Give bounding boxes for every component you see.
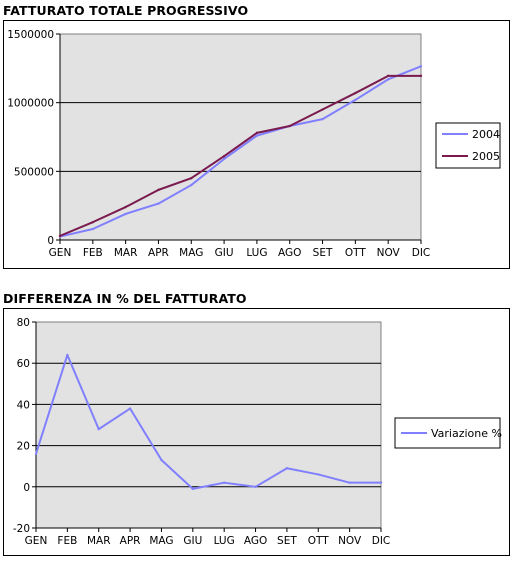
chart-1-legend-label: 2004 — [472, 128, 500, 141]
chart-1-x-tick-label: MAG — [179, 247, 203, 259]
chart-1-x-tick-label: GIU — [215, 247, 234, 259]
chart-2-x-tick-label: MAG — [149, 535, 173, 547]
chart-2-x-tick-label: FEB — [57, 535, 77, 547]
chart-1-plot-area — [59, 33, 422, 241]
chart-2-x-tick-label: SET — [277, 535, 297, 547]
chart-1-series-2-point — [288, 124, 291, 128]
chart-2-series-1-point — [317, 473, 320, 476]
chart-2-x-tick-label: AGO — [244, 535, 267, 547]
chart-2-series-1-point — [379, 481, 383, 484]
chart-2-y-tick-label: -20 — [13, 523, 30, 535]
chart-1-x-tick-label: MAR — [114, 247, 138, 259]
chart-1-series-2-point — [190, 177, 193, 180]
chart-1-series-2-point — [354, 91, 357, 95]
chart-1-legend — [435, 122, 501, 169]
chart-1-series-2-point — [91, 220, 95, 224]
chart-2-series-1-point — [34, 452, 38, 456]
chart-2-series-1-point — [191, 487, 195, 491]
chart-1-series-1-line — [59, 65, 422, 238]
chart-1-series-1-point — [222, 157, 226, 161]
chart-1-x-tick-label: LUG — [246, 247, 267, 259]
chart-2-x-tick-label: NOV — [338, 535, 362, 547]
chart-2-y-tick-label: 80 — [17, 317, 30, 329]
chart-1-y-tick-label: 500000 — [14, 166, 54, 178]
chart-1-x-tick-label: DIC — [412, 247, 431, 259]
chart-1-x-tick-label: NOV — [377, 247, 401, 259]
chart-2-x-tick-label: GEN — [25, 535, 48, 547]
chart-2-x-tick-label: DIC — [372, 535, 391, 547]
chart-2-series-1-line — [35, 353, 381, 490]
chart-2-y-tick-label: 20 — [17, 441, 30, 453]
chart-2-series-1-point — [128, 407, 132, 410]
chart-1-series-1-point — [91, 227, 95, 231]
chart-2-y-tick-label: 0 — [23, 482, 30, 494]
chart-1-series-1-point — [124, 212, 127, 216]
chart-1-y-tick-label: 1000000 — [7, 98, 54, 110]
chart-1-series-2-line — [59, 74, 421, 237]
chart-2-series-1-point — [97, 427, 100, 431]
chart-1-series-1-point — [321, 117, 324, 121]
chart-1-x-tick-label: OTT — [345, 247, 366, 259]
chart-1-series-1-point — [354, 98, 357, 102]
chart-1-series-2-point — [124, 205, 127, 209]
chart-1-x-tick-label: FEB — [83, 247, 103, 259]
chart-2-series-1-point — [160, 458, 163, 462]
chart-1-series-1-point — [157, 202, 160, 205]
chart-1-y-tick-label: 0 — [47, 235, 54, 247]
chart-2-x-tick-label: GIU — [183, 535, 202, 547]
chart-2-series-1-point — [66, 353, 69, 357]
chart-2-x-tick-label: APR — [120, 535, 141, 547]
chart-1-x-tick-label: GEN — [49, 247, 72, 259]
chart-2-y-tick-label: 40 — [17, 399, 30, 411]
chart-2-series-1-point — [348, 481, 351, 484]
chart-1-legend-label: 2005 — [472, 150, 500, 163]
chart-2-series-1-point — [254, 485, 257, 488]
chart-2-series-1-point — [222, 481, 226, 484]
chart-1-series-1-point — [190, 183, 193, 187]
chart-1-x-tick-label: SET — [313, 247, 333, 259]
chart-1-series-1-point — [255, 134, 259, 137]
chart-1-series-2-point — [58, 234, 62, 238]
chart-2-legend-label: Variazione % — [431, 427, 502, 440]
chart-1-series-1-point — [386, 78, 390, 81]
chart-1-series-2-point — [222, 155, 226, 158]
chart-1-series-1-point — [419, 65, 423, 68]
chart-2-y-tick-label: 60 — [17, 358, 30, 370]
chart-2-series-1-point — [285, 467, 289, 470]
chart-1-title: FATTURATO TOTALE PROGRESSIVO — [3, 3, 249, 18]
chart-1-series-2-point — [419, 74, 423, 78]
chart-2-x-tick-label: OTT — [308, 535, 329, 547]
chart-2-x-tick-label: MAR — [87, 535, 111, 547]
chart-1-series-2-point — [157, 188, 160, 192]
chart-1-series-2-point — [255, 131, 259, 135]
chart-1-series-2-point — [386, 74, 390, 78]
chart-1-x-tick-label: APR — [148, 247, 169, 259]
chart-2-legend — [394, 417, 501, 449]
chart-2-title: DIFFERENZA IN % DEL FATTURATO — [3, 291, 247, 306]
chart-2-x-tick-label: LUG — [214, 535, 235, 547]
chart-1-x-tick-label: AGO — [278, 247, 301, 259]
chart-1-y-tick-label: 1500000 — [7, 29, 54, 41]
chart-1-series-2-point — [321, 108, 324, 111]
chart-2-plot-area — [35, 321, 382, 529]
